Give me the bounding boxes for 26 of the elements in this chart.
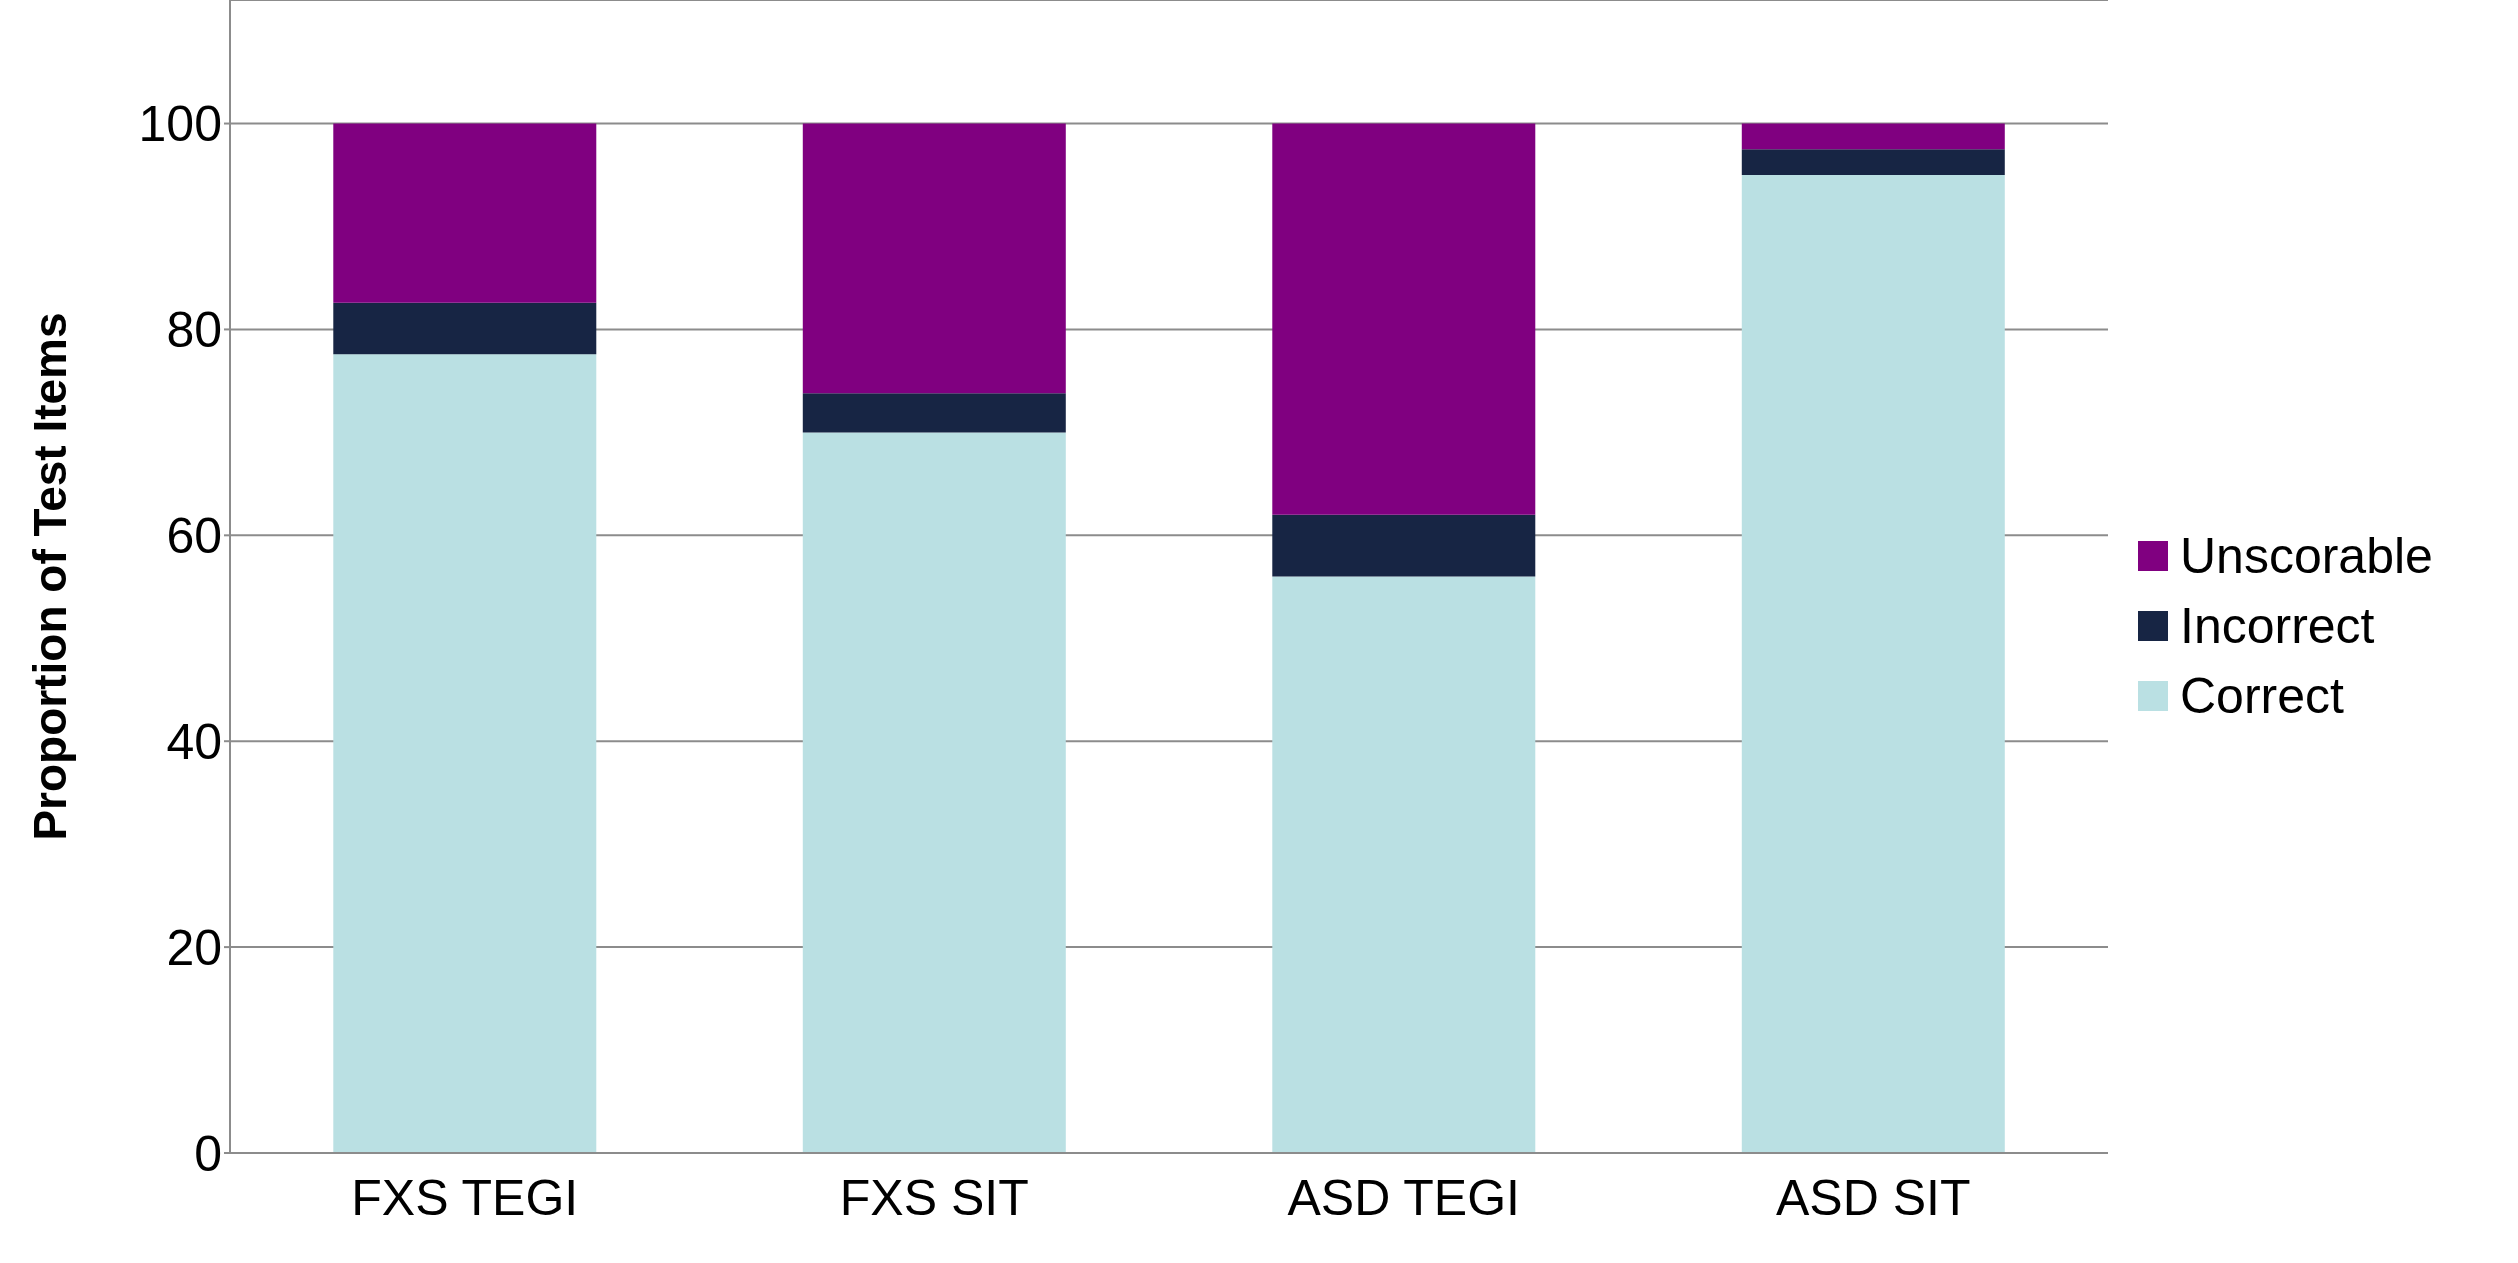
bar — [333, 123, 597, 303]
bar — [802, 123, 1066, 394]
bar — [802, 432, 1066, 1153]
bar — [333, 302, 597, 355]
legend-label: Incorrect — [2180, 596, 2375, 655]
x-tick-label: FXS TEGI — [351, 1169, 579, 1226]
x-tick-label: FXS SIT — [839, 1169, 1029, 1226]
bar — [802, 393, 1066, 433]
y-tick-label: 100 — [138, 96, 222, 153]
y-tick-label: 40 — [166, 713, 222, 770]
y-tick-label: 0 — [194, 1125, 222, 1182]
bar — [333, 354, 597, 1153]
y-axis-title: Proportion of Test Items — [24, 312, 77, 841]
bar — [1272, 576, 1536, 1153]
bar — [1741, 123, 2005, 150]
legend-label: Correct — [2180, 666, 2344, 725]
y-tick-label: 80 — [166, 302, 222, 359]
bar — [1272, 514, 1536, 577]
y-tick-label: 20 — [166, 919, 222, 976]
y-tick-label: 60 — [166, 508, 222, 565]
legend-label: Unscorable — [2180, 526, 2433, 585]
bar — [1741, 149, 2005, 176]
bar — [1272, 123, 1536, 515]
x-tick-label: ASD TEGI — [1287, 1169, 1520, 1226]
x-tick-label: ASD SIT — [1776, 1169, 1971, 1226]
bar — [1741, 175, 2005, 1153]
